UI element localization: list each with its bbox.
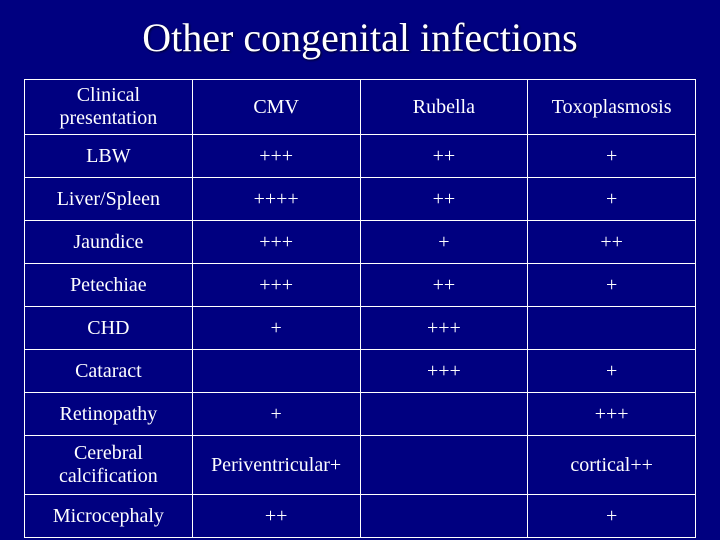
row-label: Petechiae bbox=[25, 264, 193, 307]
cell-toxo: + bbox=[528, 264, 696, 307]
cell-rubella bbox=[360, 393, 528, 436]
row-label: CHD bbox=[25, 307, 193, 350]
cell-rubella: ++ bbox=[360, 135, 528, 178]
cell-cmv: ++ bbox=[192, 495, 360, 538]
cell-cmv: + bbox=[192, 307, 360, 350]
row-label: Jaundice bbox=[25, 221, 193, 264]
cell-toxo bbox=[528, 307, 696, 350]
cell-rubella: + bbox=[360, 221, 528, 264]
cell-rubella: +++ bbox=[360, 307, 528, 350]
table-row: Jaundice +++ + ++ bbox=[25, 221, 696, 264]
cell-cmv: Periventricular+ bbox=[192, 436, 360, 495]
table-row: LBW +++ ++ + bbox=[25, 135, 696, 178]
row-label: LBW bbox=[25, 135, 193, 178]
cell-rubella bbox=[360, 436, 528, 495]
table-row: Petechiae +++ ++ + bbox=[25, 264, 696, 307]
header-cmv: CMV bbox=[192, 80, 360, 135]
row-label: Retinopathy bbox=[25, 393, 193, 436]
header-rubella: Rubella bbox=[360, 80, 528, 135]
row-label: Cerebral calcification bbox=[25, 436, 193, 495]
table-header-row: Clinical presentation CMV Rubella Toxopl… bbox=[25, 80, 696, 135]
cell-cmv: + bbox=[192, 393, 360, 436]
cell-toxo: + bbox=[528, 135, 696, 178]
cell-toxo: +++ bbox=[528, 393, 696, 436]
cell-toxo: + bbox=[528, 350, 696, 393]
table-row: Retinopathy + +++ bbox=[25, 393, 696, 436]
cell-rubella: ++ bbox=[360, 264, 528, 307]
slide: Other congenital infections Clinical pre… bbox=[0, 0, 720, 540]
cell-rubella: +++ bbox=[360, 350, 528, 393]
cell-toxo: + bbox=[528, 178, 696, 221]
row-label: Microcephaly bbox=[25, 495, 193, 538]
cell-toxo: + bbox=[528, 495, 696, 538]
cell-toxo: cortical++ bbox=[528, 436, 696, 495]
cell-cmv: +++ bbox=[192, 221, 360, 264]
table-row: Cerebral calcification Periventricular+ … bbox=[25, 436, 696, 495]
header-toxoplasmosis: Toxoplasmosis bbox=[528, 80, 696, 135]
cell-cmv: +++ bbox=[192, 135, 360, 178]
table-row: Cataract +++ + bbox=[25, 350, 696, 393]
cell-rubella: ++ bbox=[360, 178, 528, 221]
cell-rubella bbox=[360, 495, 528, 538]
slide-title: Other congenital infections bbox=[24, 14, 696, 61]
cell-toxo: ++ bbox=[528, 221, 696, 264]
table-row: Liver/Spleen ++++ ++ + bbox=[25, 178, 696, 221]
row-label: Cataract bbox=[25, 350, 193, 393]
table-row: CHD + +++ bbox=[25, 307, 696, 350]
cell-cmv: +++ bbox=[192, 264, 360, 307]
congenital-infections-table: Clinical presentation CMV Rubella Toxopl… bbox=[24, 79, 696, 538]
header-clinical-presentation: Clinical presentation bbox=[25, 80, 193, 135]
cell-cmv bbox=[192, 350, 360, 393]
cell-cmv: ++++ bbox=[192, 178, 360, 221]
table-row: Microcephaly ++ + bbox=[25, 495, 696, 538]
row-label: Liver/Spleen bbox=[25, 178, 193, 221]
